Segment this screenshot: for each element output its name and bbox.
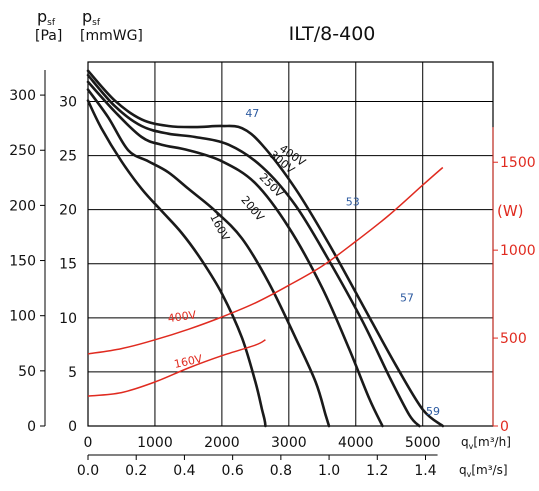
x-m3h-tick-label: 2000 bbox=[204, 435, 240, 451]
x-m3h-unit: [m³/h] bbox=[473, 435, 511, 449]
x-m3h-label: q bbox=[461, 435, 469, 449]
chart-title: ILT/8-400 bbox=[289, 23, 376, 45]
y-power-tick-label: 500 bbox=[500, 331, 527, 347]
x-m3h-label-sub: v bbox=[469, 442, 474, 451]
x-axis-m3h-title: qv[m³/h] bbox=[461, 435, 511, 451]
pressure-label-160V: 160V bbox=[207, 212, 232, 244]
y-pa-tick-label: 100 bbox=[9, 309, 36, 325]
pressure-curve-250V bbox=[86, 80, 384, 428]
y-pa-label-sub: sf bbox=[47, 18, 56, 28]
svg-text:psf: psf bbox=[37, 7, 56, 28]
x-m3s-label-sub: v bbox=[467, 470, 472, 479]
x-m3h-tick-label: 0 bbox=[84, 435, 93, 451]
y-power-tick-label: 1000 bbox=[500, 243, 536, 259]
x-m3s-tick-label: 1.4 bbox=[414, 463, 436, 479]
y-pa-tick-label: 300 bbox=[9, 88, 36, 104]
svg-text:psf: psf bbox=[82, 7, 101, 28]
x-m3h-tick-label: 1000 bbox=[137, 435, 173, 451]
y-power-tick-label: 1500 bbox=[500, 155, 536, 171]
y-mmwg-tick-label: 10 bbox=[59, 311, 77, 327]
efficiency-label: 47 bbox=[245, 107, 259, 120]
efficiency-label: 59 bbox=[426, 405, 440, 418]
power-curve-160V bbox=[87, 339, 266, 397]
x-m3h-tick-label: 5000 bbox=[405, 435, 441, 451]
x-m3s-tick-label: 1.0 bbox=[318, 463, 340, 479]
plot-border bbox=[87, 61, 494, 427]
y-pa-tick-label: 150 bbox=[9, 254, 36, 270]
x-m3s-tick-label: 0.8 bbox=[270, 463, 292, 479]
y-mmwg-tick-label: 15 bbox=[59, 257, 77, 273]
y-mmwg-tick-label: 25 bbox=[59, 149, 77, 165]
y-power-tick-label: 0 bbox=[500, 419, 509, 435]
y-pa-tick-label: 50 bbox=[18, 364, 36, 380]
x-m3s-tick-label: 0.0 bbox=[77, 463, 99, 479]
efficiency-label: 53 bbox=[346, 195, 360, 208]
pressure-curve-400V bbox=[86, 69, 445, 428]
pressure-curve-300V bbox=[86, 73, 421, 428]
x-axis-m3s-title: qv[m³/s] bbox=[459, 463, 508, 479]
pressure-label-250V: 250V bbox=[257, 171, 287, 201]
power-label-160V: 160V bbox=[173, 352, 204, 371]
x-m3s-tick-label: 1.2 bbox=[366, 463, 388, 479]
pressure-curve-200V bbox=[86, 88, 331, 428]
y-pa-label: p bbox=[37, 7, 47, 26]
axes: 0501001502002503000510152025300500100015… bbox=[9, 70, 536, 479]
svg-text:qv[m³/h]: qv[m³/h] bbox=[461, 435, 511, 451]
y-mmwg-unit: [mmWG] bbox=[80, 28, 143, 44]
y-pa-tick-label: 0 bbox=[27, 419, 36, 435]
x-m3s-tick-label: 0.6 bbox=[222, 463, 244, 479]
y-mmwg-label: p bbox=[82, 7, 92, 26]
y-mmwg-tick-label: 5 bbox=[68, 365, 77, 381]
pressure-curve-160V bbox=[86, 99, 267, 428]
y-mmwg-tick-label: 20 bbox=[59, 203, 77, 219]
y-pa-tick-label: 200 bbox=[9, 198, 36, 214]
y-axis-mmwg-title: psf [mmWG] bbox=[80, 7, 143, 44]
y-mmwg-label-sub: sf bbox=[92, 18, 101, 28]
pressure-curves bbox=[86, 69, 445, 428]
x-m3s-unit: [m³/s] bbox=[471, 463, 507, 477]
svg-text:qv[m³/s]: qv[m³/s] bbox=[459, 463, 508, 479]
x-m3h-tick-label: 4000 bbox=[338, 435, 374, 451]
x-m3s-tick-label: 0.4 bbox=[173, 463, 195, 479]
pressure-label-200V: 200V bbox=[238, 193, 267, 224]
power-label-400V: 400V bbox=[167, 308, 198, 325]
x-m3s-tick-label: 0.2 bbox=[125, 463, 147, 479]
power-curve-400V bbox=[87, 166, 444, 355]
y-power-unit: (W) bbox=[497, 202, 524, 220]
power-curves bbox=[87, 166, 444, 397]
y-mmwg-tick-label: 0 bbox=[68, 419, 77, 435]
efficiency-label: 57 bbox=[400, 291, 414, 304]
x-m3s-label: q bbox=[459, 463, 467, 477]
y-axis-pa-title: psf [Pa] bbox=[35, 7, 62, 44]
y-pa-unit: [Pa] bbox=[35, 28, 62, 44]
y-pa-tick-label: 250 bbox=[9, 143, 36, 159]
plot-frame bbox=[87, 61, 494, 427]
x-m3h-tick-label: 3000 bbox=[271, 435, 307, 451]
y-mmwg-tick-label: 30 bbox=[59, 94, 77, 110]
grid bbox=[88, 62, 493, 426]
